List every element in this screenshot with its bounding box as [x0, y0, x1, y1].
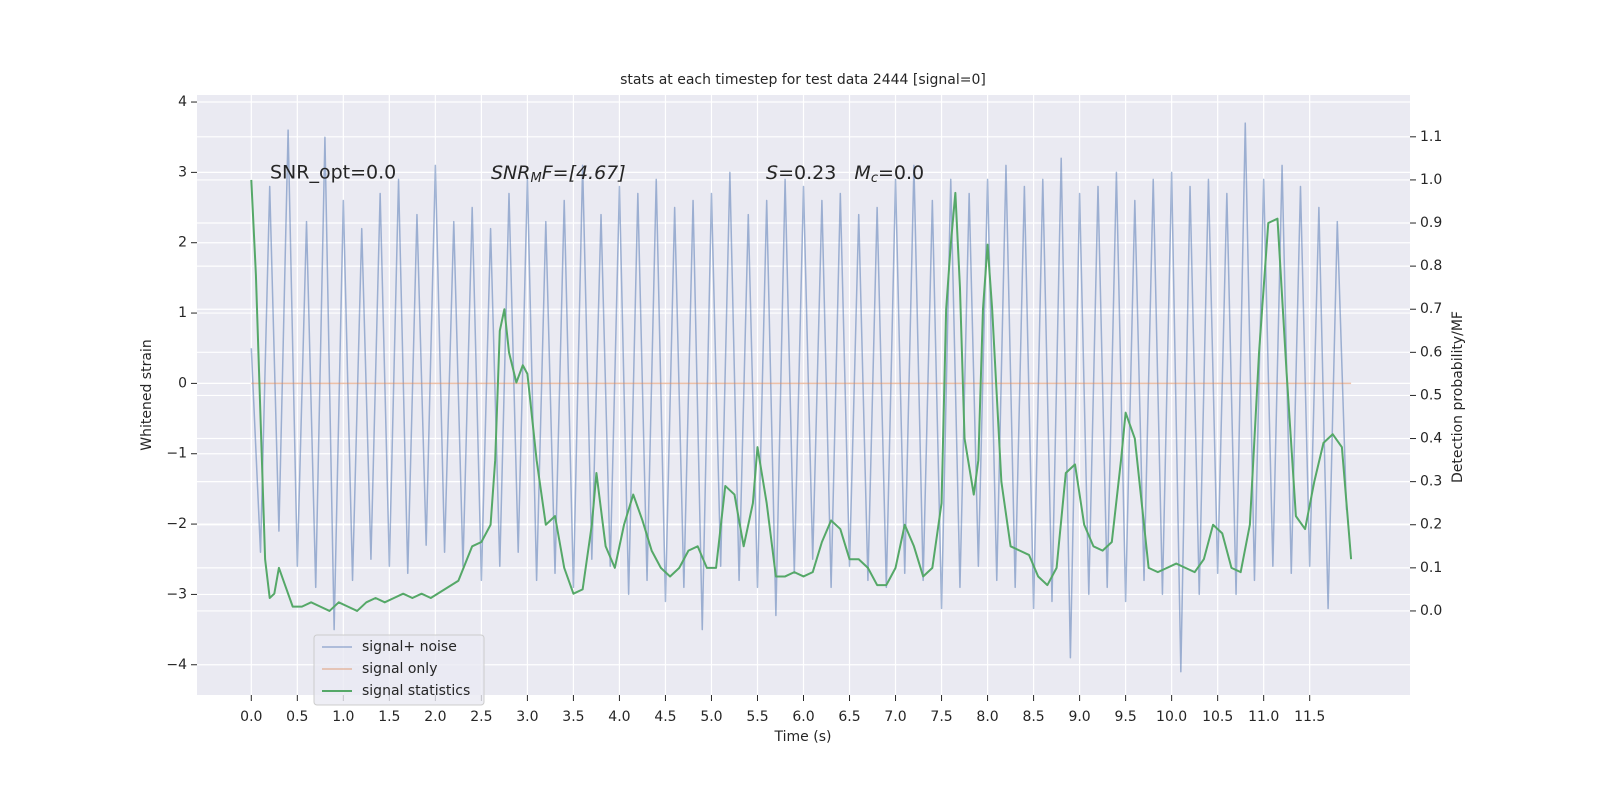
annotation-part: SNR [491, 162, 530, 184]
chart-title: stats at each timestep for test data 244… [620, 72, 986, 88]
y2-tick-label: 0.7 [1420, 301, 1442, 317]
series-line [250, 122, 1348, 673]
y2-tick-label: 0.5 [1420, 387, 1442, 403]
legend-box [313, 634, 485, 706]
marks [250, 122, 1353, 673]
y2-tick-label: 0.2 [1420, 517, 1442, 533]
x-tick-label: 8.5 [1022, 709, 1044, 725]
y2-tick-label: 0.3 [1420, 474, 1442, 490]
x-tick-label: 7.5 [930, 709, 952, 725]
y-tick-label: −4 [166, 657, 187, 673]
y-tick-label: −1 [166, 446, 187, 462]
x-tick-label: 3.5 [562, 709, 584, 725]
y2-tick-label: 1.1 [1420, 129, 1442, 145]
x-tick-label: 10.0 [1156, 709, 1187, 725]
x-tick-label: 1.5 [378, 709, 400, 725]
y2-tick-label: 0.1 [1420, 560, 1442, 576]
annotation: SNR_opt=0.0 [270, 162, 396, 184]
series-line [250, 179, 1353, 612]
x-tick-label: 5.5 [746, 709, 768, 725]
x-tick-label: 7.0 [884, 709, 906, 725]
x-tick-label: 3.0 [516, 709, 538, 725]
legend-label: signal only [362, 661, 437, 677]
x-axis-label: Time (s) [774, 729, 832, 745]
annotation: S=0.23 Mc=0.0 [766, 162, 924, 186]
x-tick-label: 8.0 [976, 709, 998, 725]
y2-tick-label: 0.0 [1420, 603, 1442, 619]
annotation-part: F=[4.67] [542, 162, 626, 184]
y-tick-label: 2 [178, 235, 187, 251]
y2-tick-label: 0.8 [1420, 258, 1442, 274]
x-tick-label: 4.0 [608, 709, 630, 725]
annotation-part: =0.23 [778, 162, 854, 184]
y-tick-label: 0 [178, 375, 187, 391]
annotation-part: M [530, 171, 541, 186]
x-tick-label: 6.0 [792, 709, 814, 725]
x-tick-label: 6.5 [838, 709, 860, 725]
y-tick-label: −3 [166, 586, 187, 602]
y2-tick-label: 0.9 [1420, 215, 1442, 231]
y2-tick-label: 0.4 [1420, 431, 1442, 447]
x-tick-label: 10.5 [1202, 709, 1233, 725]
annotation: SNRMF=[4.67] [491, 162, 626, 186]
annotation-part: =0.0 [878, 162, 924, 184]
x-tick-label: 9.5 [1114, 709, 1136, 725]
x-tick-label: 11.0 [1248, 709, 1279, 725]
x-tick-label: 0.5 [286, 709, 308, 725]
y-axis-label: Whitened strain [139, 339, 155, 450]
x-tick-label: 4.5 [654, 709, 676, 725]
x-tick-label: 11.5 [1294, 709, 1325, 725]
y2-tick-label: 1.0 [1420, 172, 1442, 188]
annotation-part: c [871, 171, 878, 186]
x-tick-label: 0.0 [240, 709, 262, 725]
y-tick-label: −2 [166, 516, 187, 532]
annotation-part: M [854, 162, 870, 184]
x-tick-label: 9.0 [1068, 709, 1090, 725]
y-tick-label: 3 [178, 164, 187, 180]
x-tick-label: 2.5 [470, 709, 492, 725]
x-tick-label: 2.0 [424, 709, 446, 725]
annotation-part: S [766, 162, 778, 184]
legend-label: signal+ noise [362, 639, 457, 655]
legend: signal+ noise signal only signal statistic… [313, 634, 485, 706]
y-tick-label: 1 [178, 305, 187, 321]
y2-axis-label: Detection probability/MF [1450, 311, 1466, 483]
legend-label: signal statistics [362, 683, 470, 699]
y-tick-label: 4 [178, 94, 187, 110]
x-tick-label: 1.0 [332, 709, 354, 725]
y2-tick-label: 0.6 [1420, 344, 1442, 360]
x-tick-label: 5.0 [700, 709, 722, 725]
